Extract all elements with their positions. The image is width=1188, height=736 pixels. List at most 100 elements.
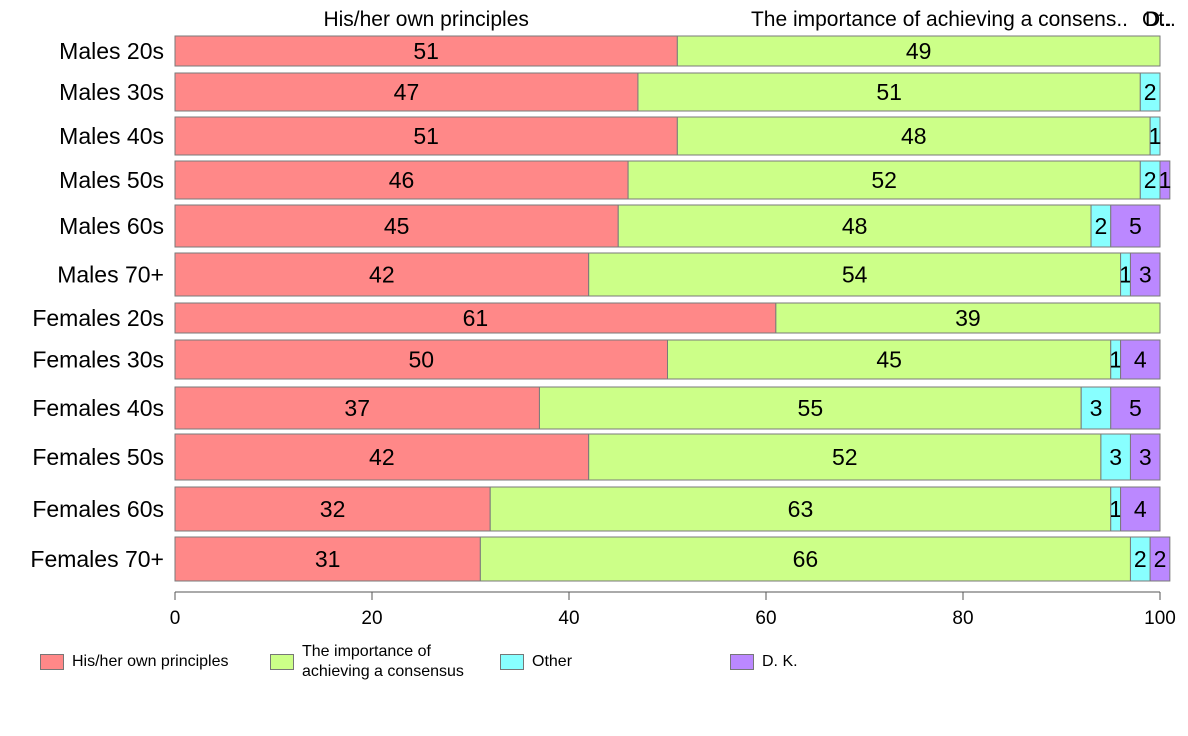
bar-row-females-20s: 61 39 xyxy=(174,302,1161,334)
value-label: 45 xyxy=(876,347,902,373)
x-tick-label: 80 xyxy=(952,608,973,629)
x-tick-label: 20 xyxy=(361,608,382,629)
bar-row-males-20s: 51 49 xyxy=(174,35,1161,67)
value-label: 5 xyxy=(1129,395,1142,421)
bar-segment-females-40s-1 xyxy=(538,386,1082,430)
bar-segment-females-60s-1 xyxy=(489,486,1112,532)
value-label: 3 xyxy=(1139,444,1152,470)
bar-segment-males-40s-0 xyxy=(174,116,678,156)
bar-segment-females-60s-0 xyxy=(174,486,491,532)
bar-row-females-70: 31 66 2 2 xyxy=(174,536,1171,582)
value-label: 46 xyxy=(389,167,415,193)
y-tick-label: Females 20s xyxy=(32,305,164,331)
bar-segment-females-20s-0 xyxy=(174,302,777,334)
bar-segment-females-30s-0 xyxy=(174,339,668,380)
legend-label-consensus: The importance of achieving a consensus xyxy=(302,643,464,680)
bar-row-males-30s: 47 51 2 xyxy=(174,72,1161,112)
bar-segment-females-30s-3 xyxy=(1120,339,1161,380)
bar-segment-females-60s-3 xyxy=(1120,486,1161,532)
x-axis: 0 20 40 60 80 100 xyxy=(170,591,1176,629)
y-tick-label: Females 30s xyxy=(32,347,164,373)
legend-label-other: Other xyxy=(532,653,573,670)
value-label: 2 xyxy=(1144,79,1157,105)
bar-segment-females-50s-3 xyxy=(1129,433,1161,481)
value-label: 63 xyxy=(788,496,814,522)
value-label: 1 xyxy=(1149,123,1162,149)
value-label: 1 xyxy=(1119,262,1132,288)
bar-segment-males-40s-2 xyxy=(1149,116,1161,156)
y-tick-label: Males 40s xyxy=(59,123,164,149)
legend-item-dk: D. K. xyxy=(730,652,798,672)
value-label: 1 xyxy=(1109,496,1122,522)
bar-segment-males-70-1 xyxy=(588,252,1122,297)
y-tick-label: Females 60s xyxy=(32,496,164,522)
value-label: 4 xyxy=(1134,496,1147,522)
y-tick-label: Females 50s xyxy=(32,444,164,470)
value-label: 2 xyxy=(1144,167,1157,193)
value-label: 2 xyxy=(1095,213,1108,239)
x-tick-label: 60 xyxy=(755,608,776,629)
legend-swatch-consensus xyxy=(270,654,294,670)
bar-row-males-70: 42 54 1 3 xyxy=(174,252,1161,297)
y-tick-label: Males 70+ xyxy=(57,262,164,288)
value-label: 39 xyxy=(955,305,981,331)
value-label: 3 xyxy=(1139,262,1152,288)
bar-segment-females-70-0 xyxy=(174,536,481,582)
legend-item-principles: His/her own principles xyxy=(40,652,229,672)
bar-segment-males-50s-0 xyxy=(174,160,629,200)
bar-segment-males-60s-3 xyxy=(1110,204,1161,248)
value-label: 50 xyxy=(408,347,434,373)
value-label: 54 xyxy=(842,262,868,288)
y-tick-label: Males 30s xyxy=(59,79,164,105)
value-label: 3 xyxy=(1090,395,1103,421)
top-labels: His/her own principles The importance of … xyxy=(323,8,1175,31)
bar-segment-females-30s-1 xyxy=(667,339,1112,380)
bar-segment-males-60s-1 xyxy=(617,204,1092,248)
bar-segment-females-50s-1 xyxy=(588,433,1102,481)
value-label: 42 xyxy=(369,444,395,470)
value-label: 48 xyxy=(901,123,927,149)
value-label: 47 xyxy=(394,79,420,105)
value-label: 37 xyxy=(344,395,370,421)
bar-segment-males-20s-1 xyxy=(676,35,1161,67)
top-label-dk: D.. xyxy=(1145,8,1172,31)
value-label: 51 xyxy=(413,123,439,149)
value-label: 51 xyxy=(413,38,439,64)
value-label: 2 xyxy=(1154,546,1167,572)
legend-item-consensus: The importance of achieving a consensus xyxy=(270,642,464,682)
bar-segment-males-70-3 xyxy=(1129,252,1161,297)
bar-row-males-60s: 45 48 2 5 xyxy=(174,204,1161,248)
bar-segment-females-40s-3 xyxy=(1110,386,1161,430)
value-label: 1 xyxy=(1159,167,1172,193)
legend-swatch-other xyxy=(500,654,524,670)
x-tick-label: 100 xyxy=(1144,608,1176,629)
value-label: 51 xyxy=(876,79,902,105)
value-label: 61 xyxy=(463,305,489,331)
bar-segment-females-50s-0 xyxy=(174,433,590,481)
value-label: 55 xyxy=(798,395,824,421)
legend: His/her own principles The importance of… xyxy=(0,642,1188,686)
bar-segment-females-70-3 xyxy=(1149,536,1171,582)
bar-segment-females-20s-1 xyxy=(775,302,1161,334)
bar-segment-females-70-1 xyxy=(479,536,1131,582)
legend-item-other: Other xyxy=(500,652,572,672)
value-label: 45 xyxy=(384,213,410,239)
y-tick-label: Males 60s xyxy=(59,213,164,239)
x-tick-label: 40 xyxy=(558,608,579,629)
top-label-principles: His/her own principles xyxy=(323,8,528,31)
value-label: 66 xyxy=(793,546,819,572)
x-tick-label: 0 xyxy=(170,608,181,629)
value-label: 31 xyxy=(315,546,341,572)
bar-segment-females-40s-0 xyxy=(174,386,540,430)
bar-segment-males-30s-2 xyxy=(1139,72,1161,112)
value-label: 5 xyxy=(1129,213,1142,239)
value-label: 3 xyxy=(1109,444,1122,470)
legend-swatch-principles xyxy=(40,654,64,670)
bar-row-females-40s: 37 55 3 5 xyxy=(174,386,1161,430)
bar-segment-males-70-0 xyxy=(174,252,590,297)
bar-segment-males-40s-1 xyxy=(676,116,1151,156)
bar-segment-males-50s-3 xyxy=(1159,160,1171,200)
value-label: 32 xyxy=(320,496,346,522)
bar-row-males-50s: 46 52 2 1 xyxy=(174,160,1172,200)
bar-segment-males-50s-1 xyxy=(627,160,1141,200)
